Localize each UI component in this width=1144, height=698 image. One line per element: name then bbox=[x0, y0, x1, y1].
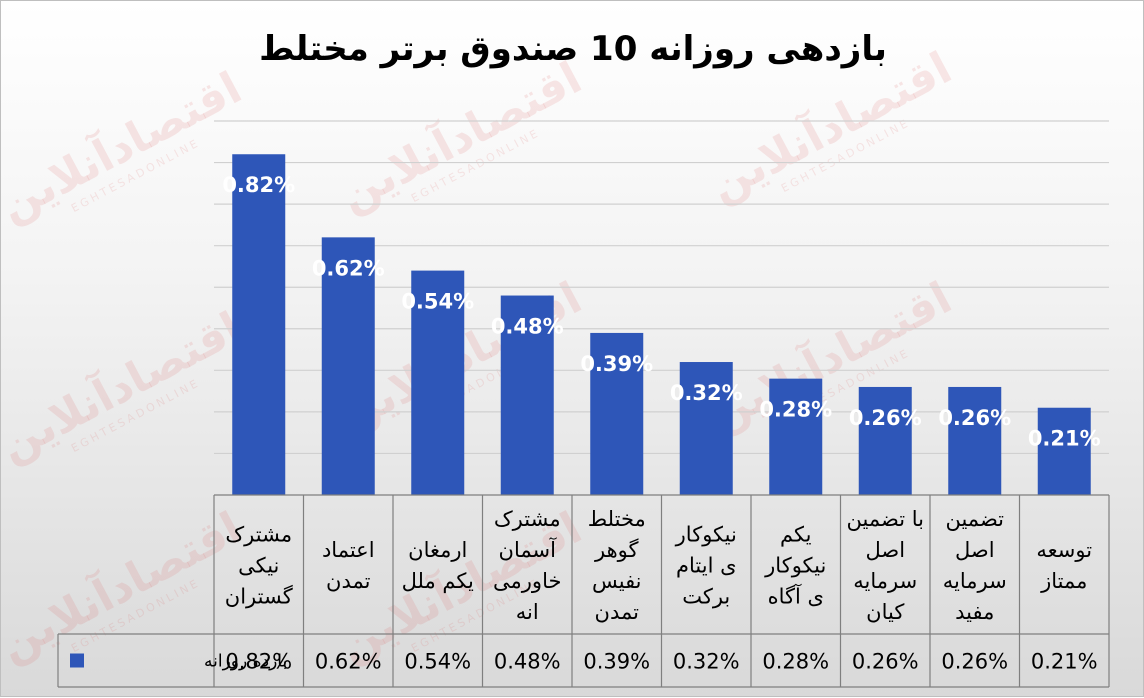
category-label: یکم نیکوکار ی آگاه bbox=[764, 523, 826, 609]
category-label: ارمغان یکم ملل bbox=[402, 538, 474, 594]
category-label: توسعه ممتاز bbox=[1036, 538, 1092, 593]
bar bbox=[500, 295, 554, 495]
bar-value-label: 0.21% bbox=[1028, 427, 1101, 451]
table-value-cell: 0.21% bbox=[1031, 650, 1098, 674]
category-label: مشترک نیکی گستران bbox=[225, 523, 293, 609]
category-label: با تضمین اصل سرمایه کیان bbox=[847, 507, 924, 624]
bar-value-label: 0.48% bbox=[491, 315, 564, 339]
chart-title: بازدهی روزانه 10 صندوق برتر مختلط bbox=[259, 29, 887, 69]
category-label: مختلط گوهر نفیس تمدن bbox=[588, 507, 646, 624]
legend-key bbox=[70, 653, 84, 668]
table-value-cell: 0.82% bbox=[225, 650, 292, 674]
table-value-cell: 0.48% bbox=[494, 650, 561, 674]
bar bbox=[1037, 407, 1091, 495]
bar bbox=[232, 154, 286, 495]
bar bbox=[948, 386, 1002, 495]
table-value-cell: 0.62% bbox=[315, 650, 382, 674]
table-value-cell: 0.26% bbox=[852, 650, 919, 674]
bar bbox=[679, 362, 733, 495]
table-value-cell: 0.54% bbox=[404, 650, 471, 674]
table-value-cell: 0.26% bbox=[941, 650, 1008, 674]
bar-value-label: 0.82% bbox=[222, 173, 295, 197]
bar-value-label: 0.32% bbox=[670, 381, 743, 405]
bar bbox=[769, 378, 823, 495]
bar bbox=[411, 270, 465, 495]
category-label: تضمین اصل سرمایه مفید bbox=[943, 507, 1007, 624]
category-label: مشترک آسمان خاورمی انه bbox=[493, 507, 561, 624]
bar-value-label: 0.39% bbox=[580, 352, 653, 376]
bar-value-label: 0.26% bbox=[849, 406, 922, 430]
bar-value-label: 0.28% bbox=[759, 398, 832, 422]
bar-value-label: 0.62% bbox=[312, 256, 385, 280]
table-value-cell: 0.32% bbox=[673, 650, 740, 674]
bar bbox=[321, 237, 375, 495]
category-label: نیکوکار ی ایتام برکت bbox=[675, 523, 737, 609]
legend-label: بازده روزانه bbox=[204, 652, 287, 672]
bar bbox=[858, 386, 912, 495]
bar-value-label: 0.26% bbox=[938, 406, 1011, 430]
category-label: اعتماد تمدن bbox=[322, 538, 375, 593]
table-value-cell: 0.28% bbox=[762, 650, 829, 674]
table-value-cell: 0.39% bbox=[583, 650, 650, 674]
bar bbox=[590, 332, 644, 495]
bar-value-label: 0.54% bbox=[401, 290, 474, 314]
